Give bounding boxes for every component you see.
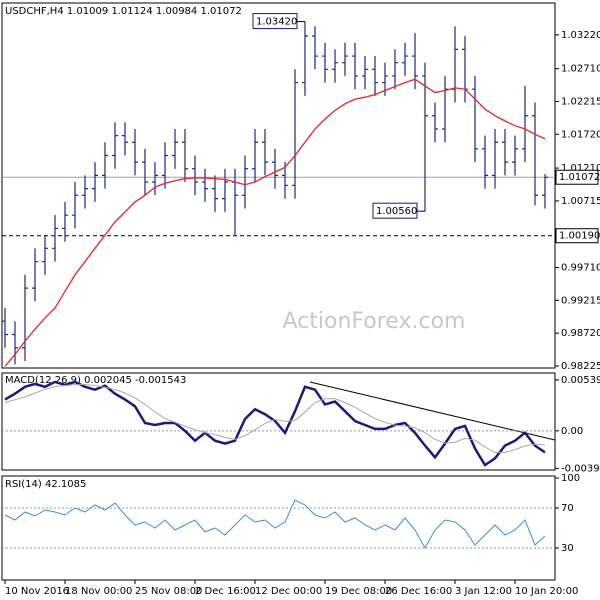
y-tick-label: -0.003981 — [561, 463, 600, 474]
ohlc-bar — [342, 42, 348, 76]
line — [4, 384, 546, 453]
ohlc-bar — [402, 42, 408, 76]
y-tick-label: 1.01210 — [561, 163, 600, 174]
ohlc-bar — [62, 201, 68, 242]
line — [4, 78, 546, 367]
ohlc-bar — [132, 128, 138, 176]
ohlc-bar — [22, 274, 28, 362]
y-tick-label: 100 — [561, 473, 580, 484]
chart-title: USDCHF,H4 1.01009 1.01124 1.00984 1.0107… — [5, 6, 242, 17]
y-tick-label: 70 — [561, 503, 574, 514]
ohlc-bar — [2, 307, 8, 348]
ohlc-bar — [322, 42, 328, 83]
line — [4, 499, 546, 550]
y-tick-label: 0.99215 — [561, 295, 600, 306]
ohlc-bar — [32, 248, 38, 302]
x-tick-label: 2 Dec 16:00 — [195, 586, 256, 597]
ohlc-bar — [112, 122, 118, 169]
watermark: ActionForex.com — [283, 309, 466, 334]
ohlc-bar — [252, 128, 258, 183]
price-box — [555, 169, 599, 185]
x-tick-label: 3 Jan 12:00 — [455, 586, 512, 597]
ohlc-bar — [172, 128, 178, 169]
ohlc-bar — [312, 26, 318, 70]
annotation-box — [252, 13, 298, 30]
ohlc-bar — [352, 42, 358, 90]
ohlc-bar — [372, 56, 378, 96]
annotation-label: 1.03420 — [256, 17, 297, 28]
macd-title: MACD(12,26,9) 0.002045 -0.001543 — [5, 375, 186, 386]
level-label: 1.00190 — [559, 231, 600, 242]
ohlc-bar — [72, 182, 78, 229]
ohlc-bar — [222, 168, 228, 212]
ohlc-bar — [12, 321, 18, 365]
ohlc-bar — [212, 175, 218, 212]
ohlc-bar — [102, 142, 108, 189]
price-label: 1.01072 — [559, 172, 600, 183]
x-tick-label: 26 Dec 16:00 — [385, 586, 452, 597]
x-tick-label: 10 Jan 20:00 — [515, 586, 578, 597]
x-tick-label: 19 Dec 08:00 — [325, 586, 392, 597]
y-tick-label: 1.01720 — [561, 129, 600, 140]
ohlc-bar — [92, 162, 98, 202]
ohlc-bar — [202, 168, 208, 202]
ohlc-bar — [392, 49, 398, 90]
ohlc-bar — [152, 162, 158, 196]
x-tick-label: 18 Nov 00:00 — [65, 586, 132, 597]
ohlc-bar — [472, 75, 478, 163]
y-tick-label: 0.00 — [561, 426, 583, 437]
ohlc-bar — [42, 235, 48, 275]
ohlc-bar — [482, 135, 488, 189]
ohlc-bar — [422, 62, 428, 212]
ohlc-bar — [142, 148, 148, 196]
ohlc-bar — [362, 56, 368, 90]
macd-trendline — [309, 381, 556, 441]
ohlc-bar — [182, 128, 188, 183]
annotation-label: 1.00560 — [376, 206, 417, 217]
y-tick-label: 0.99710 — [561, 263, 600, 274]
ohlc-bar — [542, 174, 548, 209]
ohlc-bar — [432, 102, 438, 143]
ohlc-bar — [162, 142, 168, 189]
ohlc-bar — [122, 122, 128, 156]
rsi-title: RSI(14) 42.1085 — [5, 479, 86, 490]
ohlc-bar — [82, 175, 88, 209]
y-tick-label: 1.02215 — [561, 96, 600, 107]
ohlc-bar — [272, 148, 278, 189]
macd-panel — [1, 372, 556, 471]
ohlc-bar — [192, 155, 198, 196]
ohlc-bar — [282, 162, 288, 199]
y-tick-label: 1.03220 — [561, 30, 600, 41]
ohlc-bar — [262, 128, 268, 176]
ohlc-bar — [532, 102, 538, 206]
ohlc-bar — [512, 135, 518, 176]
ohlc-bar — [242, 155, 248, 209]
y-tick-label: 1.02710 — [561, 64, 600, 75]
x-tick-label: 12 Dec 00:00 — [255, 586, 322, 597]
annotation-box — [372, 202, 418, 219]
price-panel — [1, 2, 556, 369]
y-tick-label: 1.00715 — [561, 196, 600, 207]
ohlc-bar — [522, 85, 528, 163]
ohlc-bar — [52, 215, 58, 262]
ohlc-bar — [292, 69, 298, 199]
x-tick-label: 10 Nov 2016 — [5, 586, 69, 597]
ohlc-bar — [332, 49, 338, 83]
y-tick-label: 0.98720 — [561, 328, 600, 339]
ohlc-bar — [502, 128, 508, 176]
ohlc-bar — [302, 21, 308, 96]
y-tick-label: 0.98225 — [561, 361, 600, 372]
rsi-panel — [1, 475, 556, 581]
y-tick-label: 30 — [561, 543, 574, 554]
ohlc-bar — [492, 128, 498, 189]
level-box — [555, 228, 599, 244]
y-tick-label: 0.005398 — [561, 375, 600, 386]
line — [4, 380, 546, 467]
x-tick-label: 25 Nov 08:00 — [135, 586, 202, 597]
